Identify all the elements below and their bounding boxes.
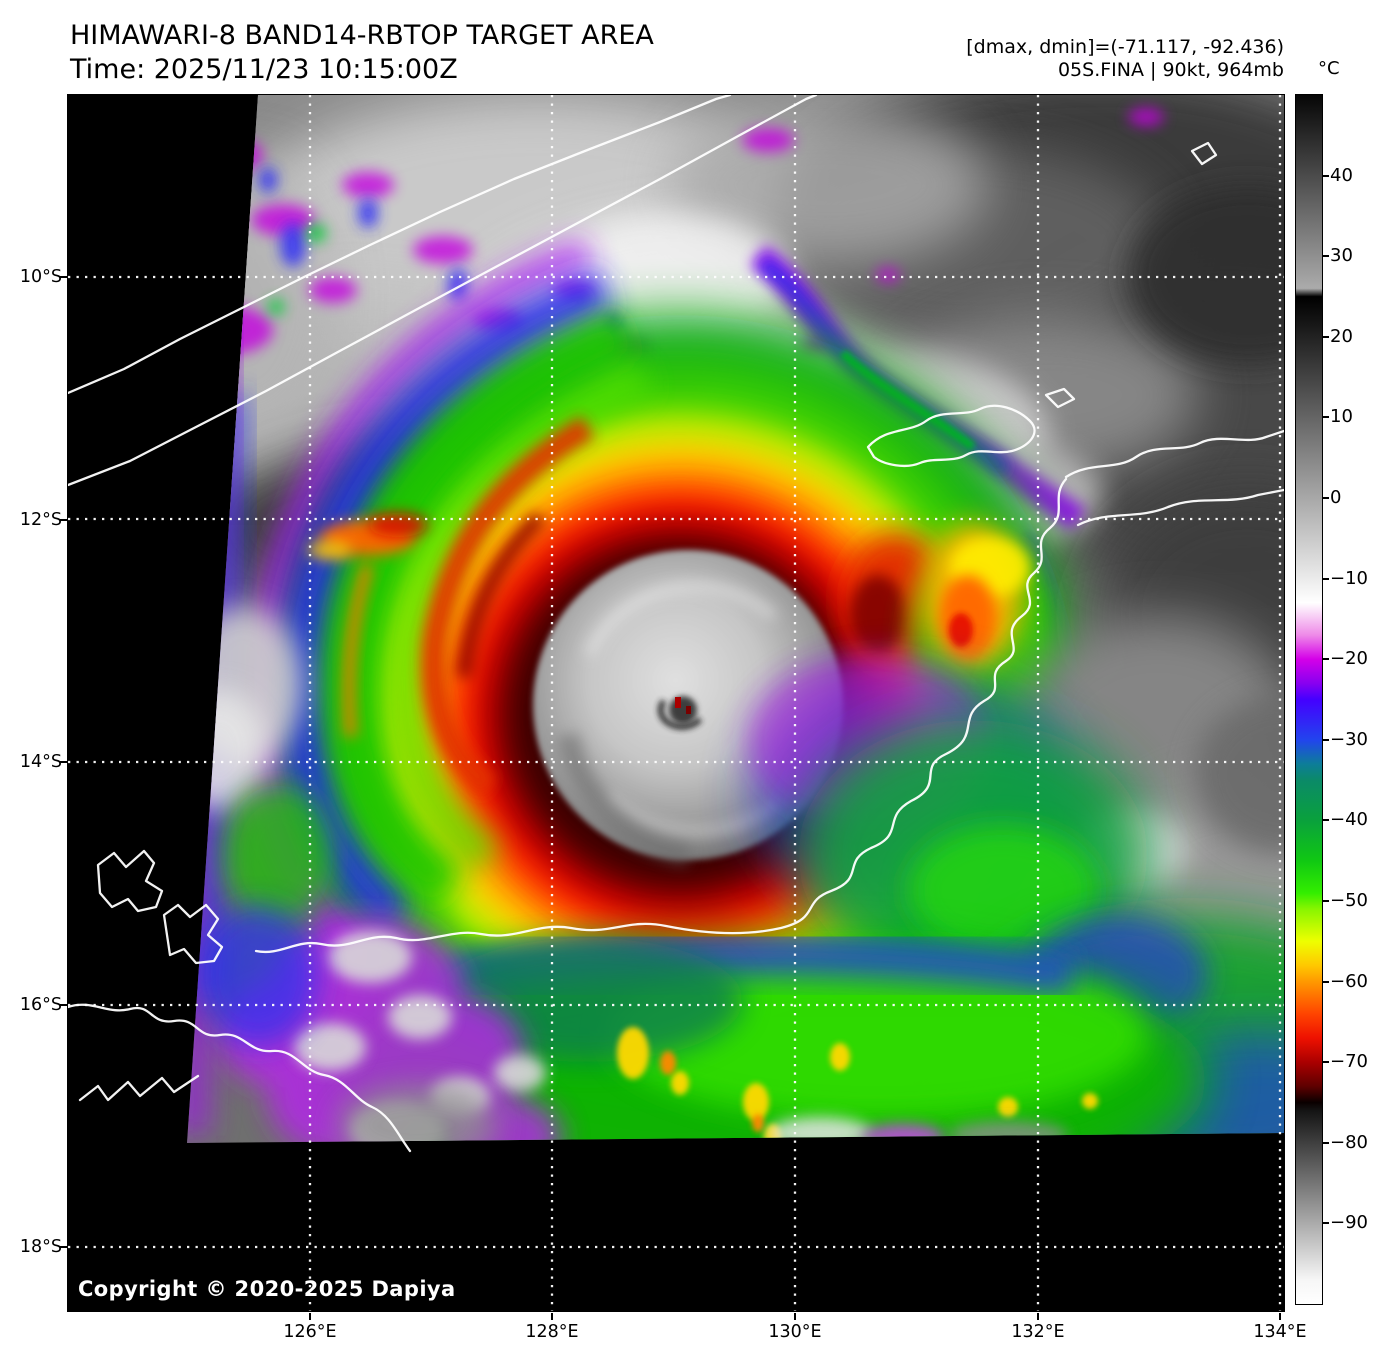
colorbar-tick: [1323, 819, 1329, 821]
map-canvas: Copyright © 2020-2025 Dapiya: [67, 94, 1285, 1312]
lat-tick-label: 12°S: [19, 510, 62, 530]
ne-convective-cell: [911, 523, 1055, 738]
lon-tick-label: 132°E: [1011, 1322, 1065, 1342]
timor-south-coast: [68, 95, 818, 487]
green-speckles: [268, 224, 326, 315]
colorbar-tick: [1323, 255, 1329, 257]
gridlines: [68, 95, 1284, 1311]
colorbar-tick-label: −90: [1330, 1212, 1368, 1233]
page-title: HIMAWARI-8 BAND14-RBTOP TARGET AREA: [70, 20, 654, 51]
colorbar-gradient: [1296, 95, 1322, 1304]
colorbar-tick-label: 10: [1330, 406, 1353, 427]
dmax-dmin-readout: [dmax, dmin]=(-71.117, -92.436): [966, 36, 1284, 58]
lon-tick-label: 130°E: [768, 1322, 822, 1342]
coastlines: [68, 95, 1284, 1153]
small-island: [1190, 141, 1218, 166]
cyclone-eye: [657, 696, 703, 730]
kimberley-fjords: [78, 1074, 200, 1102]
colorbar-tick: [1323, 1222, 1329, 1224]
colorbar-tick: [1323, 658, 1329, 660]
colorbar-unit-label: °C: [1318, 58, 1340, 79]
kimberley-islands: [96, 849, 164, 913]
colorbar-tick-label: −50: [1330, 890, 1368, 911]
lat-tick-label: 10°S: [19, 267, 62, 287]
lon-tick-label: 134°E: [1253, 1322, 1307, 1342]
colorbar-tick: [1323, 416, 1329, 418]
lat-tick: [60, 276, 67, 278]
colorbar-tick: [1323, 578, 1329, 580]
colorbar-tick: [1323, 900, 1329, 902]
colorbar-tick-label: −10: [1330, 568, 1368, 589]
colorbar-tick: [1323, 1061, 1329, 1063]
colorbar-tick-label: 40: [1330, 165, 1353, 186]
colorbar-tick: [1323, 1142, 1329, 1144]
copyright-text: Copyright © 2020-2025 Dapiya: [78, 1277, 456, 1301]
lon-tick: [551, 1313, 553, 1320]
colorbar-tick-label: −80: [1330, 1132, 1368, 1153]
colorbar-tick: [1323, 981, 1329, 983]
colorbar-tick: [1323, 175, 1329, 177]
australia-west-coast: [254, 477, 1068, 954]
timor-north-coast: [68, 95, 732, 395]
lon-tick: [1037, 1313, 1039, 1320]
colorbar-tick-label: −70: [1330, 1051, 1368, 1072]
lat-tick-label: 18°S: [19, 1237, 62, 1257]
lon-tick: [794, 1313, 796, 1320]
lat-tick: [60, 519, 67, 521]
lon-tick-label: 128°E: [525, 1322, 579, 1342]
lat-tick: [60, 1246, 67, 1248]
colorbar-tick-label: 20: [1330, 326, 1353, 347]
colorbar-tick-label: −60: [1330, 971, 1368, 992]
colorbar: [1295, 94, 1323, 1305]
lon-tick-label: 126°E: [283, 1322, 337, 1342]
colorbar-tick: [1323, 336, 1329, 338]
colorbar-tick-label: 0: [1330, 487, 1342, 508]
melville-island: [866, 404, 1036, 467]
lat-tick: [60, 1004, 67, 1006]
lat-tick-label: 14°S: [19, 752, 62, 772]
colorbar-tick: [1323, 739, 1329, 741]
colorbar-tick-label: 30: [1330, 245, 1353, 266]
gulf-coast: [1076, 488, 1284, 527]
data-swath: [187, 95, 1284, 1143]
storm-info-readout: 05S.FINA | 90kt, 964mb: [1057, 59, 1284, 81]
australia-north-coast: [1064, 429, 1284, 479]
timestamp-line: Time: 2025/11/23 10:15:00Z: [70, 54, 458, 85]
lon-tick: [1279, 1313, 1281, 1320]
colorbar-tick-label: −30: [1330, 729, 1368, 750]
colorbar-tick-label: −20: [1330, 648, 1368, 669]
lat-tick-label: 16°S: [19, 995, 62, 1015]
small-island: [1044, 387, 1076, 409]
west-spiral-bands: [245, 238, 650, 969]
kimberley-coast: [68, 1003, 412, 1153]
colorbar-tick: [1323, 497, 1329, 499]
colorbar-tick-label: −40: [1330, 809, 1368, 830]
lon-tick: [309, 1313, 311, 1320]
satellite-scene: [68, 95, 1284, 1311]
kimberley-islands: [162, 903, 224, 965]
lat-tick: [60, 761, 67, 763]
